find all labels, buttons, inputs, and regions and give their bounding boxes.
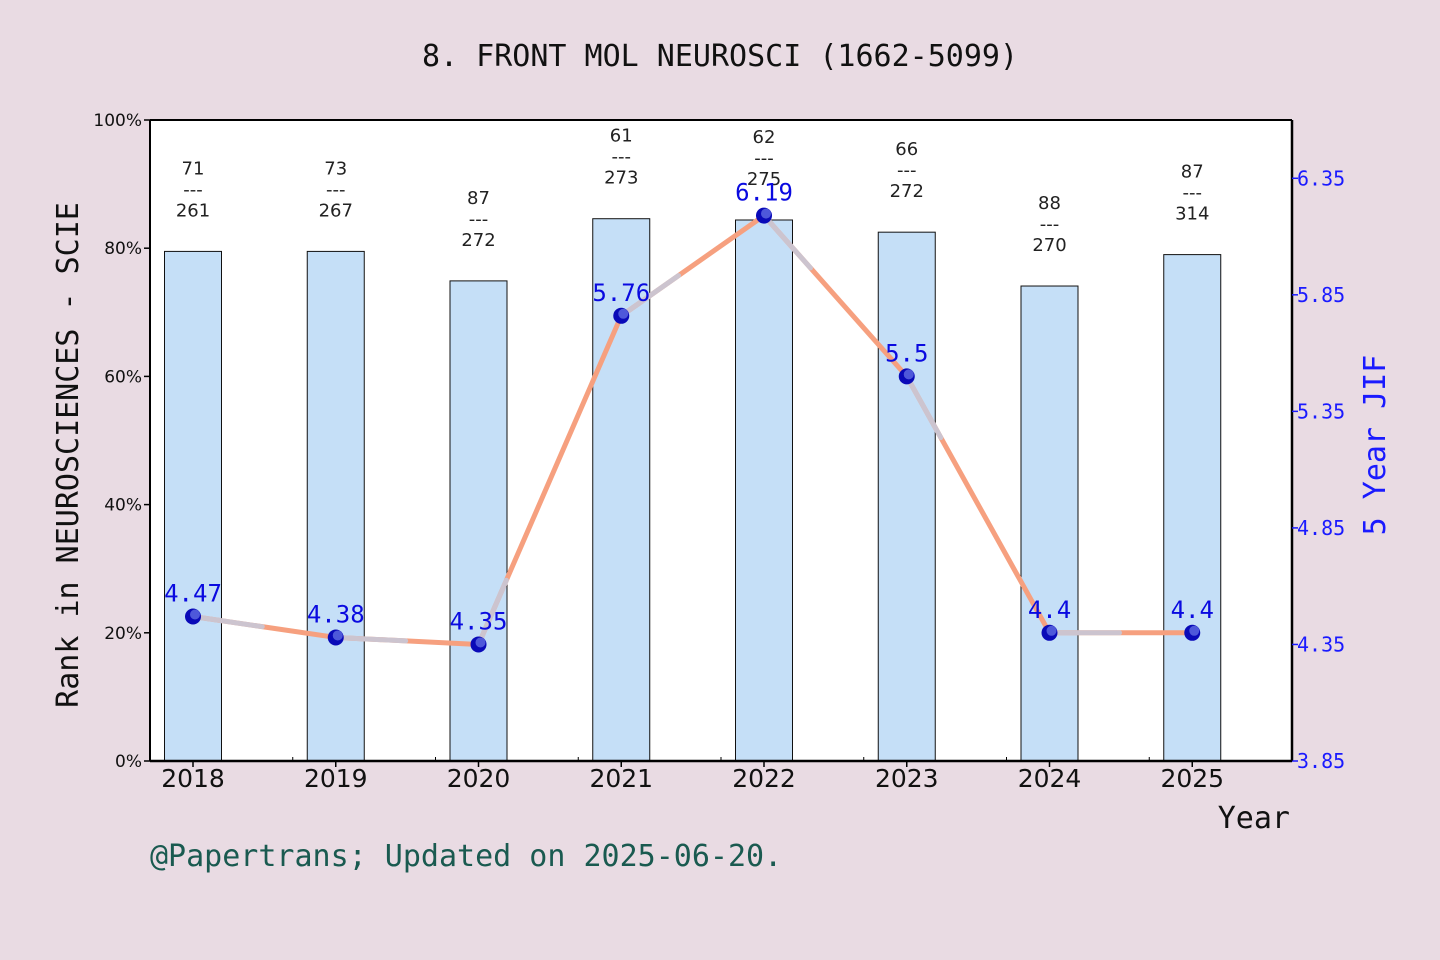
y-tick-label: 60% bbox=[104, 367, 142, 387]
bar bbox=[164, 250, 222, 762]
y-tick-label: 40% bbox=[104, 496, 142, 516]
bar-separator-label: --- bbox=[1183, 183, 1203, 204]
y-tick-label: 100% bbox=[93, 111, 142, 131]
x-axis-title: Year bbox=[1218, 801, 1290, 836]
x-tick-label: 2022 bbox=[732, 764, 796, 793]
bar-separator-label: --- bbox=[183, 179, 203, 200]
bar-rank-label: 87 bbox=[467, 188, 490, 209]
jif-point-highlight bbox=[332, 630, 343, 641]
jif-line-highlight bbox=[333, 634, 409, 644]
y-tick-label: 0% bbox=[115, 752, 142, 772]
y2-tick-label: 4.35 bbox=[1297, 632, 1345, 656]
x-tick-label: 2023 bbox=[875, 764, 939, 793]
bar-total-label: 275 bbox=[747, 169, 781, 190]
bar-separator-label: --- bbox=[1040, 214, 1060, 235]
bar-rank-label: 66 bbox=[895, 139, 918, 160]
rank-labels-layer: 71---26173---26787---27261---27362---275… bbox=[176, 126, 1210, 256]
jif-line-highlight bbox=[618, 273, 682, 319]
bar-total-label: 261 bbox=[176, 200, 210, 221]
bar-total-label: 272 bbox=[461, 230, 495, 251]
bar-rank-label: 73 bbox=[324, 158, 347, 179]
x-tick-label: 2024 bbox=[1018, 764, 1082, 793]
bar bbox=[1163, 254, 1222, 762]
jif-value-label: 4.47 bbox=[164, 579, 222, 607]
jif-value-label: 4.4 bbox=[1171, 596, 1214, 624]
bar bbox=[1020, 285, 1079, 762]
line-layer: 4.47 4.38 4.35 5.76 6.19 5.5 4.4 4.4 bbox=[164, 179, 1214, 653]
bar bbox=[735, 219, 793, 762]
axes-layer: 0% 20% 40% 60% 80% 100% 3.85 4.35 4.85 5.35 5.85 6.… bbox=[93, 111, 1345, 793]
bar bbox=[877, 231, 936, 762]
y-tick-label: 80% bbox=[104, 239, 142, 259]
jif-line-highlight bbox=[904, 373, 944, 441]
jif-value-label: 4.35 bbox=[450, 607, 508, 635]
jif-point-highlight bbox=[618, 308, 629, 319]
x-tick-label: 2020 bbox=[447, 764, 511, 793]
bar bbox=[449, 280, 508, 762]
bar-rank-label: 62 bbox=[753, 127, 776, 148]
bar-separator-label: --- bbox=[897, 160, 917, 181]
jif-line-highlight bbox=[761, 213, 813, 271]
footer-text: @Papertrans; Updated on 2025-06-20. bbox=[150, 839, 782, 874]
jif-value-label: 4.38 bbox=[307, 600, 365, 628]
bar-rank-label: 88 bbox=[1038, 193, 1061, 214]
chart-title: 8. FRONT MOL NEUROSCI (1662-5099) bbox=[422, 39, 1018, 74]
x-tick-label: 2025 bbox=[1160, 764, 1224, 793]
bars-layer bbox=[164, 218, 1222, 762]
jif-value-label: 5.5 bbox=[885, 339, 928, 367]
x-tick-label: 2018 bbox=[161, 764, 225, 793]
bar-total-label: 267 bbox=[319, 200, 353, 221]
y2-axis-title: 5 Year JIF bbox=[1358, 355, 1393, 536]
bar-separator-label: --- bbox=[754, 148, 774, 169]
jif-value-label: 4.4 bbox=[1028, 596, 1071, 624]
jif-value-label: 5.76 bbox=[592, 279, 650, 307]
jif-point-highlight bbox=[1046, 625, 1057, 636]
bar-separator-label: --- bbox=[326, 179, 346, 200]
y2-tick-label: 5.35 bbox=[1297, 399, 1345, 423]
bar-total-label: 273 bbox=[604, 168, 638, 189]
bar-rank-label: 71 bbox=[182, 158, 205, 179]
jif-line-highlight bbox=[476, 577, 509, 647]
y-axis-title: Rank in NEUROSCIENCES - SCIE bbox=[51, 202, 86, 708]
bar-rank-label: 61 bbox=[610, 126, 633, 147]
jif-value-label: 6.19 bbox=[735, 179, 793, 207]
bar bbox=[306, 250, 365, 762]
bar-separator-label: --- bbox=[612, 147, 632, 168]
jif-point-highlight bbox=[475, 637, 486, 648]
jif-line-highlight bbox=[190, 613, 265, 630]
bar-total-label: 270 bbox=[1032, 235, 1066, 256]
jif-point-highlight bbox=[761, 208, 771, 219]
jif-point-highlight bbox=[1189, 625, 1200, 636]
y2-tick-label: 3.85 bbox=[1297, 749, 1345, 773]
bar-total-label: 314 bbox=[1175, 204, 1209, 225]
jif-point-highlight bbox=[190, 609, 200, 620]
x-tick-label: 2021 bbox=[589, 764, 653, 793]
y2-tick-label: 6.35 bbox=[1297, 166, 1345, 190]
x-tick-label: 2019 bbox=[304, 764, 368, 793]
y2-tick-label: 5.85 bbox=[1297, 283, 1345, 307]
jif-point-highlight bbox=[903, 369, 914, 380]
bar-rank-label: 87 bbox=[1181, 162, 1204, 183]
bar-total-label: 272 bbox=[890, 181, 924, 202]
bar-separator-label: --- bbox=[469, 209, 489, 230]
y2-tick-label: 4.85 bbox=[1297, 516, 1345, 540]
y-tick-label: 20% bbox=[104, 624, 142, 644]
